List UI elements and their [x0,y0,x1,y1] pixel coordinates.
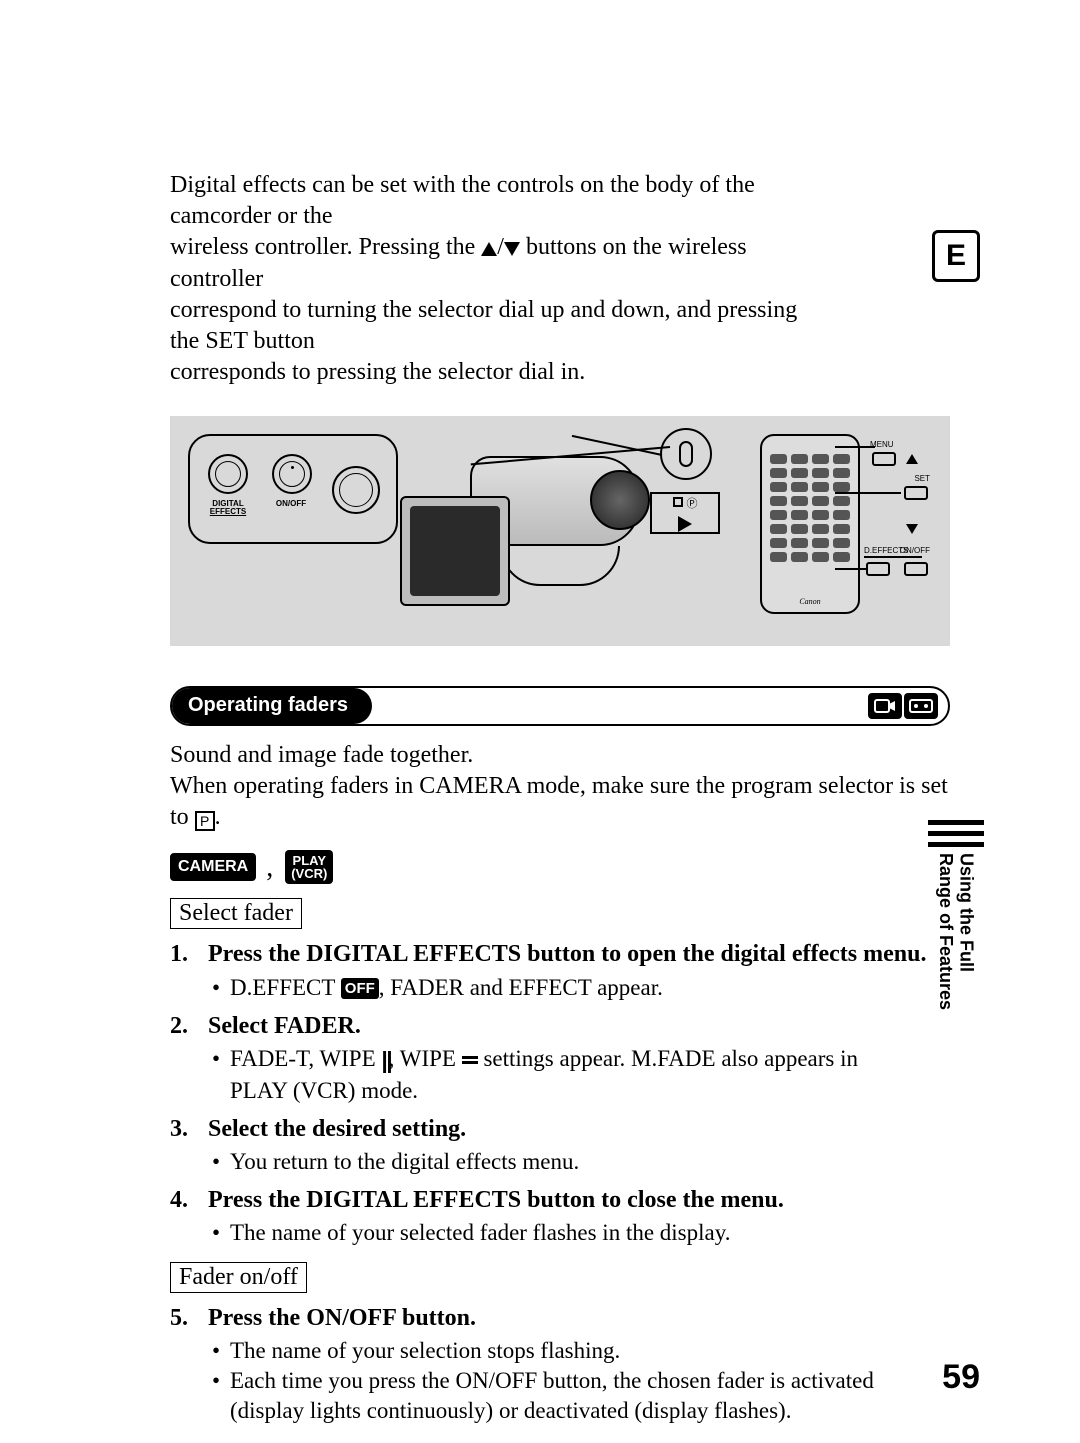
step-3: Select the desired setting. You return t… [170,1114,950,1177]
body-p1: Sound and image fade together. [170,742,473,768]
comma: , [266,852,275,884]
step-2-bullet-1: FADE-T, WIPE | |, WIPE settings appear. … [208,1044,950,1106]
steps-list: Press the DIGITAL EFFECTS button to open… [170,939,950,1247]
stop-square-icon [673,497,683,507]
mode-badges: CAMERA , PLAY (VCR) [170,850,980,884]
illustration-panel: DIGITAL EFFECTS ON/OFF Ⓟ [170,416,950,646]
camcorder-lens [590,470,650,530]
section-mode-icons [868,688,948,724]
remote-leader-2 [835,492,901,494]
side-tab: Using the Full Range of Features [928,820,984,1010]
digital-effects-knob [208,454,248,494]
step-2: Select FADER. FADE-T, WIPE | |, WIPE set… [170,1011,950,1106]
side-tab-text: Using the Full Range of Features [935,853,976,1010]
step-3-title: Select the desired setting. [208,1116,466,1142]
steps-list-2: Press the ON/OFF button. The name of you… [170,1303,950,1426]
remote-leader-1 [835,446,875,448]
remote-set-button [904,486,928,500]
step-1-bullet-1: D.EFFECT OFF, FADER and EFFECT appear. [208,973,950,1003]
camcorder-screen [400,496,510,606]
intro-line4: corresponds to pressing the selector dia… [170,359,585,385]
mode-switch-callout: Ⓟ [650,428,720,548]
play-vcr-badge: PLAY (VCR) [285,850,333,884]
step-4: Press the DIGITAL EFFECTS button to clos… [170,1185,950,1248]
side-tab-lines [928,820,984,847]
intro-line2a: wireless controller. Pressing the [170,234,481,260]
step-5-title: Press the ON/OFF button. [208,1305,476,1331]
pod-label-onoff: ON/OFF [268,500,314,508]
remote-set-label: SET [914,474,930,483]
mode-switch-icon [679,441,693,467]
camcorder-strap [500,546,620,586]
step-4-bullet-1: The name of your selected fader flashes … [208,1218,950,1248]
onoff-knob [272,454,312,494]
section-body: Sound and image fade together. When oper… [170,740,950,832]
language-badge: E [932,230,980,282]
tape-mode-icon [904,693,938,719]
selector-dial [332,466,380,514]
camera-badge: CAMERA [170,853,256,881]
body-p3a: to [170,804,195,830]
remote-onoff-button [904,562,928,576]
step-5-bullet-2: Each time you press the ON/OFF button, t… [208,1366,950,1426]
right-arrow-icon [678,516,692,532]
remote-control-drawing: Canon MENU SET D.EFFECTS ON/OFF [760,434,930,624]
remote-menu-button [872,452,896,466]
section-title: Operating faders [172,688,372,724]
remote-bracket-line [864,556,922,558]
control-pod: DIGITAL EFFECTS ON/OFF [188,434,398,544]
remote-brand: Canon [762,597,858,606]
fader-onoff-box: Fader on/off [170,1262,307,1293]
callout-circle [660,428,712,480]
section-header: Operating faders [170,686,950,726]
camcorder-drawing [400,446,690,626]
step-1: Press the DIGITAL EFFECTS button to open… [170,939,950,1002]
remote-onoff-label: ON/OFF [900,546,930,555]
remote-down-icon [906,524,918,534]
intro-line3: correspond to turning the selector dial … [170,297,797,354]
program-p-icon: P [195,811,215,831]
callout-box: Ⓟ [650,492,720,534]
step-2-title: Select FADER. [208,1013,361,1039]
intro-line1: Digital effects can be set with the cont… [170,172,755,229]
manual-page: E Digital effects can be set with the co… [0,0,1080,1443]
camcorder-mode-icon [868,693,902,719]
remote-deffects-button [866,562,890,576]
body-p2: When operating faders in CAMERA mode, ma… [170,773,948,799]
remote-leader-3 [835,568,867,570]
body-p3b: . [215,804,221,830]
wipe-horizontal-icon [462,1054,478,1066]
page-number: 59 [942,1358,980,1397]
intro-paragraph: Digital effects can be set with the cont… [170,170,830,388]
step-3-bullet-1: You return to the digital effects menu. [208,1147,950,1177]
step-5-bullet-1: The name of your selection stops flashin… [208,1336,950,1366]
step-4-title: Press the DIGITAL EFFECTS button to clos… [208,1187,784,1213]
off-badge: OFF [341,978,379,1000]
step-1-title: Press the DIGITAL EFFECTS button to open… [208,941,926,967]
pod-label-digital-effects: DIGITAL EFFECTS [202,500,254,516]
down-triangle-icon [504,242,520,256]
wipe-vertical-icon: | | [381,1046,388,1076]
select-fader-box: Select fader [170,898,302,929]
remote-menu-label: MENU [870,440,894,449]
up-triangle-icon [481,242,497,256]
remote-up-icon [906,454,918,464]
remote-button-grid [770,454,850,562]
remote-body: Canon [760,434,860,614]
step-5: Press the ON/OFF button. The name of you… [170,1303,950,1426]
